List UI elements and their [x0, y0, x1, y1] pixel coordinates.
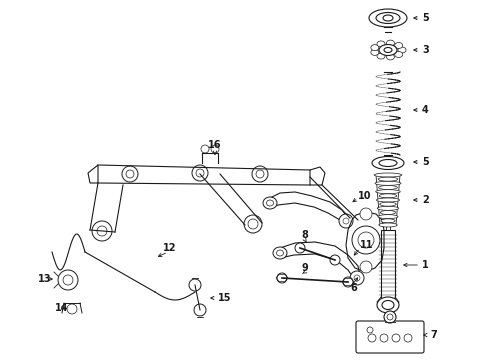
Text: 11: 11 [360, 240, 373, 250]
Ellipse shape [376, 198, 399, 202]
Ellipse shape [381, 219, 395, 223]
Text: 8: 8 [301, 230, 308, 240]
Ellipse shape [387, 40, 394, 46]
Circle shape [295, 243, 305, 253]
Circle shape [367, 327, 373, 333]
Circle shape [360, 208, 372, 220]
Circle shape [248, 219, 258, 229]
Circle shape [352, 226, 380, 254]
Ellipse shape [376, 190, 400, 194]
Circle shape [350, 271, 364, 285]
Circle shape [339, 214, 353, 228]
Ellipse shape [382, 301, 394, 310]
Circle shape [368, 334, 376, 342]
Ellipse shape [380, 202, 396, 206]
Ellipse shape [379, 159, 397, 166]
Ellipse shape [372, 157, 404, 170]
Circle shape [404, 334, 412, 342]
Circle shape [343, 277, 353, 287]
Circle shape [122, 166, 138, 182]
Circle shape [92, 221, 112, 241]
Circle shape [97, 226, 107, 236]
Circle shape [354, 275, 360, 281]
Ellipse shape [374, 173, 402, 177]
Ellipse shape [379, 223, 397, 227]
Text: 14: 14 [55, 303, 69, 313]
Circle shape [343, 218, 349, 224]
Circle shape [67, 304, 77, 314]
Ellipse shape [377, 41, 385, 47]
Circle shape [380, 334, 388, 342]
Circle shape [192, 165, 208, 181]
Ellipse shape [378, 177, 398, 181]
Text: 2: 2 [422, 195, 429, 205]
Ellipse shape [379, 185, 397, 189]
Ellipse shape [375, 181, 401, 185]
Ellipse shape [384, 48, 392, 53]
Text: 16: 16 [208, 140, 222, 150]
Bar [386, 200, 390, 230]
Circle shape [277, 273, 287, 283]
Circle shape [194, 304, 206, 316]
Circle shape [330, 255, 340, 265]
Circle shape [196, 169, 204, 177]
Ellipse shape [369, 9, 407, 27]
Ellipse shape [371, 45, 379, 51]
Ellipse shape [395, 51, 403, 58]
Circle shape [189, 279, 201, 291]
Ellipse shape [383, 15, 393, 21]
Text: 12: 12 [163, 243, 177, 253]
Ellipse shape [398, 47, 406, 53]
Circle shape [387, 314, 393, 320]
Text: 5: 5 [422, 13, 429, 23]
Ellipse shape [377, 206, 399, 210]
Ellipse shape [379, 45, 397, 55]
Circle shape [201, 145, 209, 153]
Text: 3: 3 [422, 45, 429, 55]
Circle shape [256, 170, 264, 178]
Ellipse shape [379, 194, 397, 198]
Ellipse shape [376, 13, 400, 23]
Ellipse shape [371, 49, 379, 55]
Text: 5: 5 [422, 157, 429, 167]
FancyBboxPatch shape [356, 321, 424, 353]
Ellipse shape [380, 211, 395, 215]
Ellipse shape [263, 197, 277, 209]
Circle shape [244, 215, 262, 233]
Text: 10: 10 [358, 191, 371, 201]
Circle shape [58, 270, 78, 290]
Ellipse shape [377, 297, 399, 313]
Ellipse shape [276, 250, 284, 256]
Text: 1: 1 [422, 260, 429, 270]
Ellipse shape [377, 53, 385, 59]
Text: 13: 13 [38, 274, 51, 284]
Circle shape [211, 145, 219, 153]
Text: 6: 6 [350, 283, 357, 293]
Circle shape [384, 311, 396, 323]
Circle shape [360, 261, 372, 273]
Circle shape [392, 334, 400, 342]
Ellipse shape [387, 54, 394, 60]
Text: 7: 7 [430, 330, 437, 340]
Circle shape [252, 166, 268, 182]
Ellipse shape [273, 247, 287, 259]
Ellipse shape [395, 42, 403, 49]
Ellipse shape [267, 200, 273, 206]
Text: 9: 9 [302, 263, 308, 273]
Circle shape [358, 232, 374, 248]
Ellipse shape [378, 215, 398, 219]
Bar [381, 230, 395, 300]
Circle shape [126, 170, 134, 178]
Text: 4: 4 [422, 105, 429, 115]
Text: 15: 15 [218, 293, 231, 303]
Circle shape [63, 275, 73, 285]
